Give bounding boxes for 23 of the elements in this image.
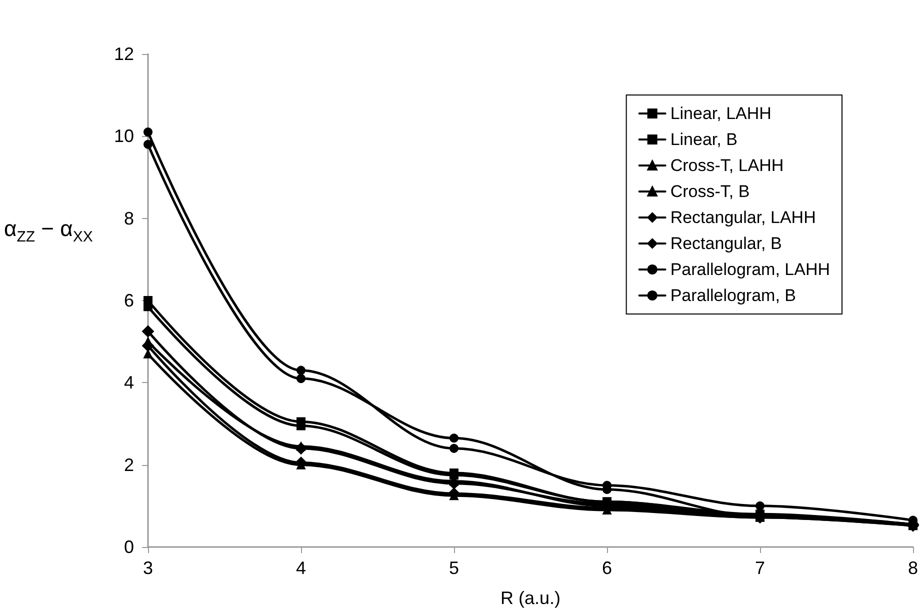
legend-label: Linear, LAHH xyxy=(670,104,772,123)
y-tick-label: 2 xyxy=(124,454,134,475)
x-tick-label: 6 xyxy=(602,558,612,578)
legend-label: Cross-T, LAHH xyxy=(670,156,784,175)
x-tick-label: 4 xyxy=(296,558,306,578)
legend-label: Rectangular, B xyxy=(670,234,782,253)
legend-label: Parallelogram, B xyxy=(670,286,796,305)
x-tick-label: 7 xyxy=(754,558,766,578)
y-tick-label: 10 xyxy=(114,126,134,146)
legend-label: Rectangular, LAHH xyxy=(670,208,816,227)
y-tick-label: 4 xyxy=(124,372,134,393)
legend-label: Cross-T, B xyxy=(670,182,750,201)
legend-label: Linear, B xyxy=(670,130,738,149)
x-tick-label: 3 xyxy=(142,558,154,578)
y-axis-title: α$_{ZZ}$ − α$_{XX}$ xyxy=(4,216,93,246)
y-tick-label: 6 xyxy=(124,290,134,310)
y-tick-label: 8 xyxy=(124,208,134,228)
x-tick-label: 5 xyxy=(448,558,460,578)
x-tick-label: 8 xyxy=(908,558,918,578)
x-axis-title: R (a.u.) xyxy=(500,588,561,608)
y-tick-label: 0 xyxy=(124,537,134,557)
y-tick-label: 12 xyxy=(114,44,134,64)
legend-label: Parallelogram, LAHH xyxy=(670,260,830,279)
